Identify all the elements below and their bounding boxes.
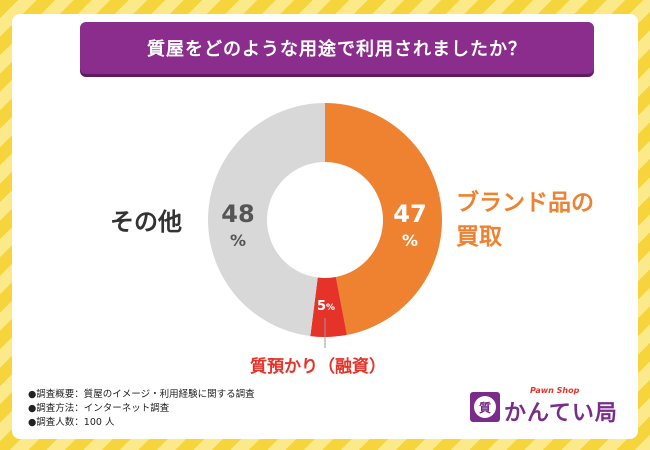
label-brand: ブランド品の 買取 bbox=[456, 186, 594, 254]
pawn-value-percent: % bbox=[326, 303, 335, 313]
brand-logo: 質 Pawn Shop かんてい局 bbox=[470, 386, 620, 430]
chart-title: 質屋をどのような用途で利用されましたか？ bbox=[80, 22, 594, 74]
slice-brand bbox=[325, 103, 443, 335]
label-brand-line2: 買取 bbox=[456, 224, 502, 250]
logo-badge-icon: 質 bbox=[470, 392, 500, 422]
slice-other bbox=[207, 103, 325, 337]
logo-subtitle: Pawn Shop bbox=[530, 386, 580, 395]
pawn-value-number: 5 bbox=[317, 299, 326, 314]
pawn-value: 5% bbox=[317, 299, 335, 314]
brand-percent: % bbox=[402, 231, 418, 250]
label-other: その他 bbox=[110, 208, 182, 236]
label-pawn: 質預かり（融資） bbox=[250, 357, 386, 377]
label-brand-line1: ブランド品の bbox=[456, 190, 594, 216]
other-value: 48 bbox=[221, 200, 254, 228]
chart-card: 質屋をどのような用途で利用されましたか？ bbox=[12, 14, 638, 439]
survey-note-method: ●調査方法：インターネット調査 bbox=[28, 403, 170, 414]
donut-slices bbox=[207, 103, 443, 337]
survey-notes: ●調査概要：質屋のイメージ・利用経験に関する調査 ●調査方法：インターネット調査… bbox=[28, 388, 255, 430]
survey-note-count: ●調査人数：100 人 bbox=[28, 417, 115, 428]
other-percent: % bbox=[230, 231, 246, 250]
logo-wordmark: かんてい局 bbox=[504, 401, 618, 426]
survey-note-overview: ●調査概要：質屋のイメージ・利用経験に関する調査 bbox=[28, 389, 255, 400]
brand-value: 47 bbox=[393, 200, 426, 228]
slice-pawn bbox=[310, 276, 347, 337]
logo-badge-text: 質 bbox=[474, 396, 496, 418]
